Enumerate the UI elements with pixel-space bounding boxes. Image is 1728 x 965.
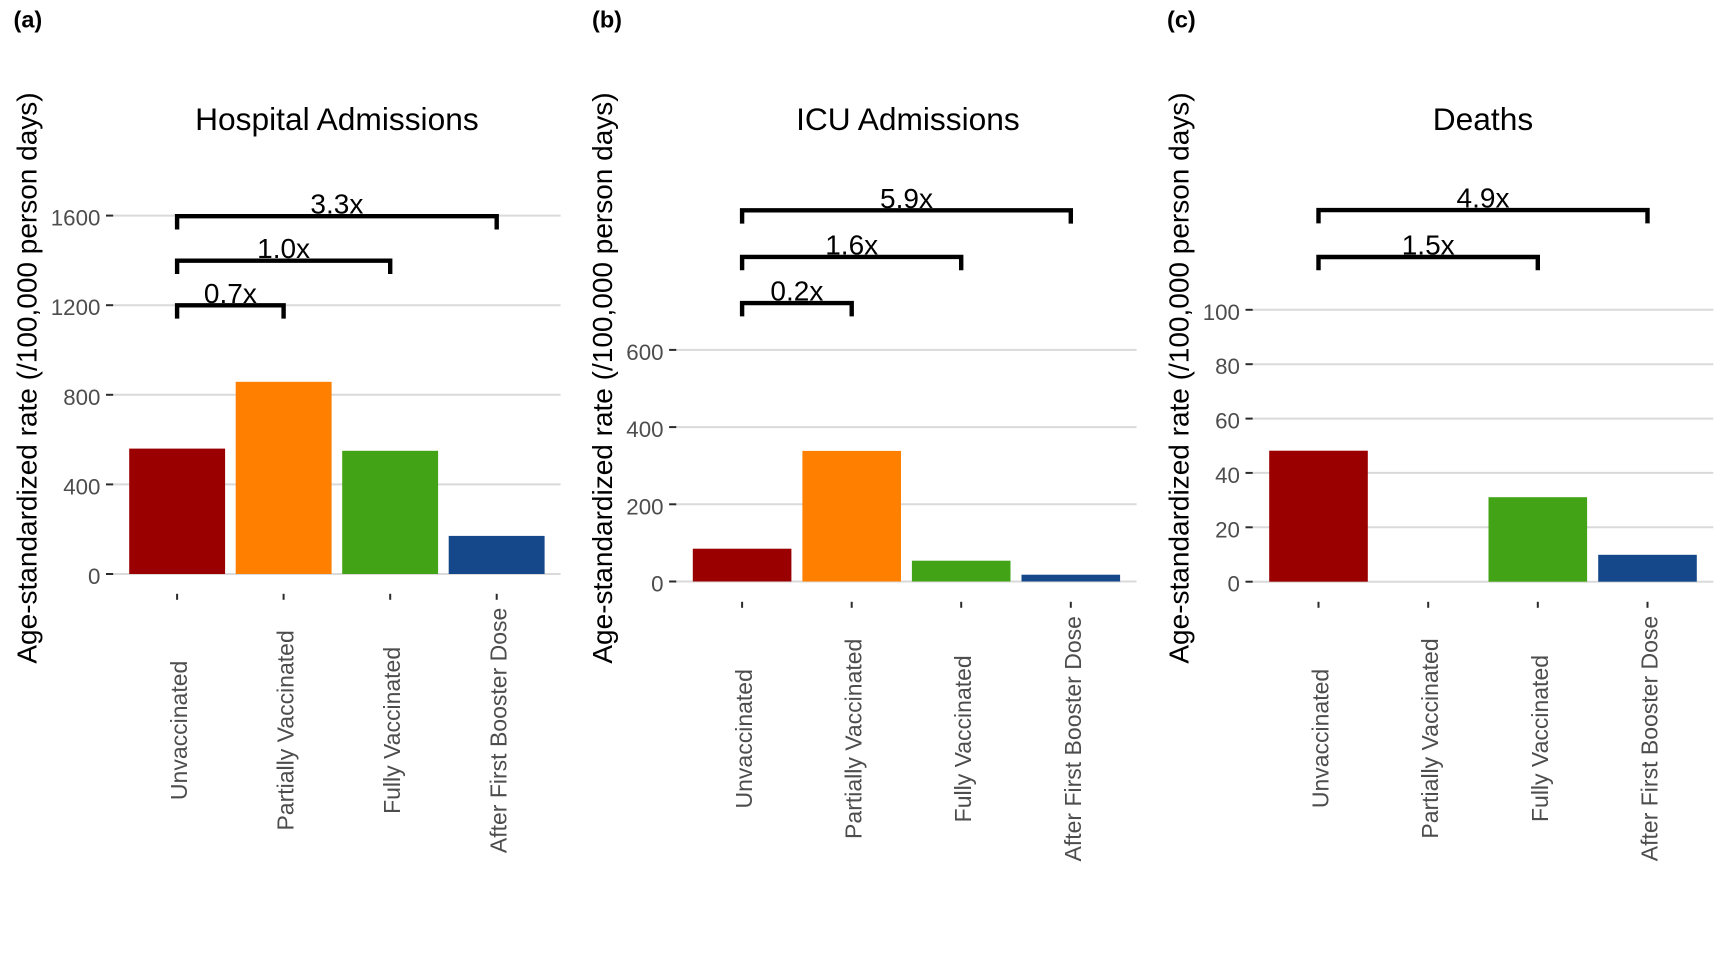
svg-text:After First Booster Dose: After First Booster Dose — [486, 608, 512, 853]
svg-text:Fully Vaccinated: Fully Vaccinated — [379, 647, 405, 814]
svg-text:0: 0 — [1227, 572, 1239, 597]
svg-text:Age-standardized rate (/100,00: Age-standardized rate (/100,000 person d… — [1164, 92, 1195, 663]
svg-text:Deaths: Deaths — [1433, 101, 1533, 137]
svg-text:800: 800 — [63, 385, 100, 410]
svg-text:20: 20 — [1215, 517, 1240, 542]
svg-text:0.7x: 0.7x — [204, 278, 257, 309]
svg-text:(b): (b) — [592, 7, 622, 33]
svg-text:Age-standardized rate (/100,00: Age-standardized rate (/100,000 person d… — [587, 92, 618, 663]
svg-text:ICU Admissions: ICU Admissions — [796, 101, 1020, 137]
svg-text:600: 600 — [626, 340, 663, 365]
svg-text:After First Booster Dose: After First Booster Dose — [1060, 616, 1086, 861]
svg-text:200: 200 — [626, 494, 663, 519]
svg-text:0: 0 — [88, 564, 100, 589]
svg-text:400: 400 — [626, 417, 663, 442]
svg-text:1200: 1200 — [51, 295, 101, 320]
svg-text:Fully Vaccinated: Fully Vaccinated — [1527, 655, 1553, 822]
svg-text:4.9x: 4.9x — [1457, 183, 1510, 214]
svg-text:0.2x: 0.2x — [770, 276, 823, 307]
svg-text:After First Booster Dose: After First Booster Dose — [1637, 616, 1663, 861]
svg-text:Partially Vaccinated: Partially Vaccinated — [841, 639, 867, 839]
svg-text:Fully Vaccinated: Fully Vaccinated — [950, 655, 976, 822]
svg-text:1.5x: 1.5x — [1402, 230, 1455, 261]
svg-text:5.9x: 5.9x — [880, 183, 933, 214]
svg-text:Partially Vaccinated: Partially Vaccinated — [1417, 638, 1443, 838]
svg-text:Unvaccinated: Unvaccinated — [1308, 669, 1334, 808]
svg-text:1600: 1600 — [51, 206, 101, 231]
svg-text:Unvaccinated: Unvaccinated — [166, 661, 192, 800]
svg-text:Age-standardized rate (/100,00: Age-standardized rate (/100,000 person d… — [12, 92, 43, 663]
svg-text:Hospital Admissions: Hospital Admissions — [195, 101, 479, 137]
svg-text:100: 100 — [1203, 300, 1240, 325]
svg-text:(a): (a) — [14, 7, 43, 33]
svg-text:0: 0 — [651, 572, 663, 597]
svg-text:3.3x: 3.3x — [310, 189, 363, 220]
svg-text:Unvaccinated: Unvaccinated — [731, 669, 757, 808]
svg-text:80: 80 — [1215, 354, 1240, 379]
svg-text:Partially Vaccinated: Partially Vaccinated — [273, 630, 299, 830]
svg-text:400: 400 — [63, 474, 100, 499]
svg-text:60: 60 — [1215, 409, 1240, 434]
svg-text:40: 40 — [1215, 463, 1240, 488]
svg-text:1.6x: 1.6x — [825, 229, 878, 260]
svg-text:(c): (c) — [1167, 7, 1196, 33]
svg-text:1.0x: 1.0x — [257, 233, 310, 264]
